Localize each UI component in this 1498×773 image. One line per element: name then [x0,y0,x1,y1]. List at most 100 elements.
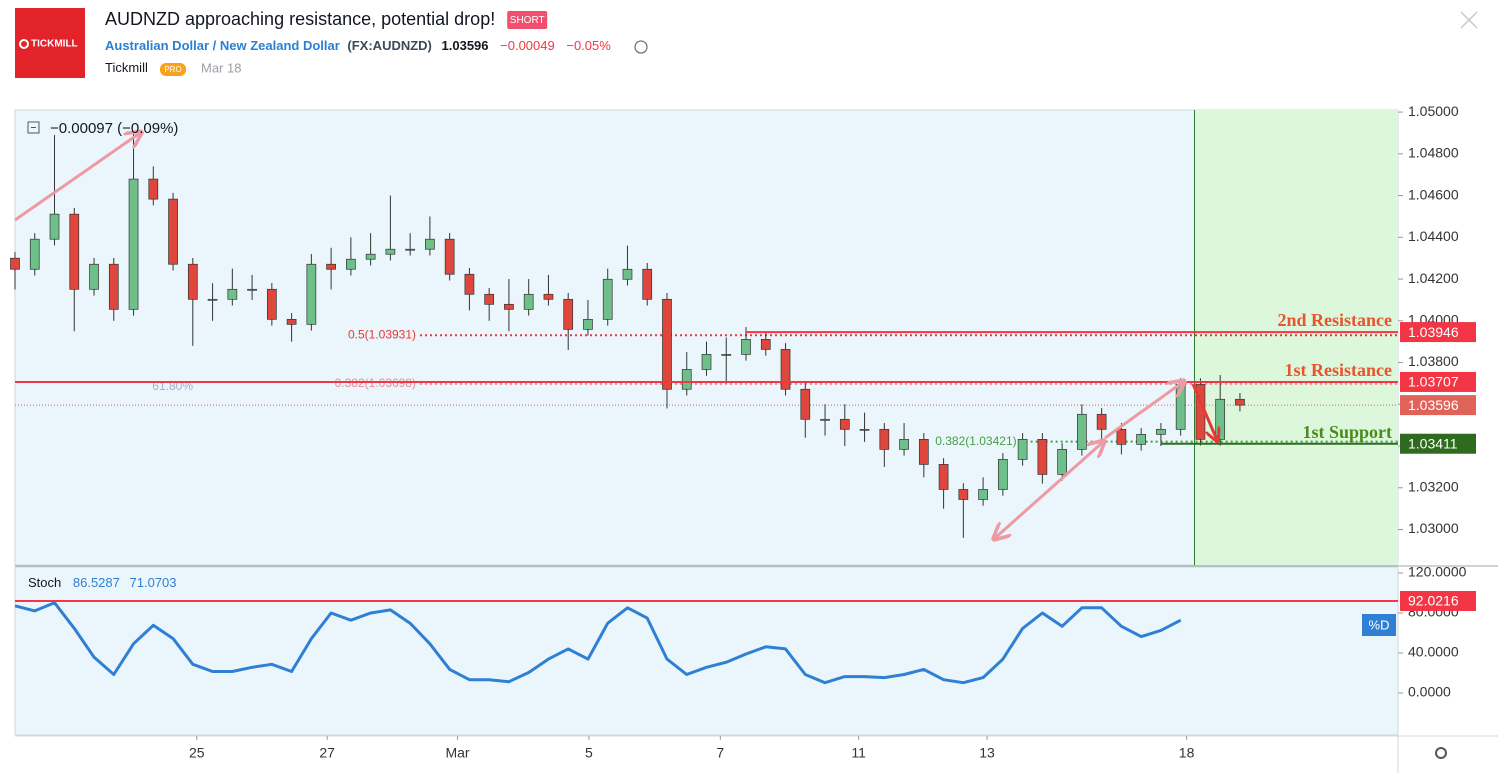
candle-body [701,354,712,370]
candle-body [523,293,534,310]
candle-body [405,248,415,251]
x-tick-label: 7 [716,745,724,761]
pro-badge [160,63,186,76]
x-tick-label: 13 [979,745,995,761]
candle-body [306,263,317,325]
candle-body [326,263,336,270]
series-badge-text: %D [1369,617,1390,632]
candle-body [1057,449,1067,475]
settings-icon[interactable] [1435,747,1447,759]
candle-body [899,439,909,450]
candle-body [108,263,119,310]
stoch-value: 71.0703 [130,575,177,590]
candle-body [800,388,811,420]
stoch-line [14,601,1182,685]
y-tick-label: 1.03800 [1408,353,1459,369]
post-date: Mar 18 [201,60,241,75]
candle-body [1235,398,1245,406]
candle-body [820,418,830,421]
candle-body [760,339,771,350]
candle-body [978,489,988,500]
plot: 1.050001.048001.046001.044001.042001.040… [10,103,1476,761]
y-tick-label: 1.04200 [1408,270,1459,286]
stoch-title: Stoch [28,575,61,590]
symbol: (FX:AUDNZD) [347,38,431,53]
tag-text: SHORT [510,15,545,26]
candle-body [958,489,969,500]
candle-body [365,253,376,260]
candle-body [1136,433,1147,445]
candle-body [681,369,692,390]
candle-body [207,298,218,301]
candle-body [385,248,396,255]
candle-body [444,238,455,275]
level-name: 1st Support [1302,422,1392,442]
candle-body [998,459,1008,490]
candle-body [425,238,435,250]
y-tick-label: 1.03000 [1408,520,1459,536]
series-badge [1362,614,1396,636]
candle-body [1017,439,1028,460]
candle-body [583,318,593,330]
level-name: 2nd Resistance [1277,310,1392,330]
tag-badge [507,11,548,29]
symbol-line: Australian Dollar / New Zealand Dollar (… [105,38,611,53]
candle-body [1096,413,1107,430]
candle-body [148,178,159,200]
level-badge [1400,590,1476,611]
candle-body [10,257,20,270]
level-name: 1st Resistance [1285,360,1392,380]
highlight-zone [1194,110,1398,565]
price-pane [14,109,1399,566]
pro-text: PRO [164,65,181,74]
y-tick-label: 1.05000 [1408,103,1459,119]
candle-body [247,288,257,291]
level-badge [1400,371,1476,392]
candle-body [484,293,495,305]
candle-body [1077,413,1087,450]
y-tick-label: 120.0000 [1408,564,1467,580]
y-tick-label: 1.04600 [1408,186,1459,202]
fib-label: 0.382(1.03421) [935,434,1016,448]
fib-label: 0.5(1.03931) [348,327,416,341]
last-price-badge [1400,395,1476,416]
candle-body [741,339,751,355]
collapse-icon[interactable] [27,121,40,134]
candle-body [721,354,732,356]
logo [15,8,85,78]
stoch-legend: Stoch 86.5287 71.0703 [28,575,177,590]
candle-body [29,238,40,270]
x-tick-label: Mar [445,745,469,761]
change-pct: −0.05% [566,38,611,53]
candle-body [464,273,475,295]
y-tick-label: 40.0000 [1408,644,1459,660]
level-badge-text: 1.03946 [1408,324,1459,340]
candle-body [1215,398,1226,440]
candle-body [346,258,356,270]
level-badge [1400,433,1476,454]
fib-label: 0.382(1.03698) [335,376,416,390]
author: Tickmill [105,60,148,75]
candle-body [622,268,633,280]
stoch-pane [14,566,1399,736]
trend-arrow [14,133,140,222]
candle-body [839,418,850,430]
close-button[interactable] [1460,11,1478,29]
candle-body [1156,428,1166,435]
candle-body [642,268,653,300]
candle-body [286,318,297,325]
stoch-value: 86.5287 [73,575,120,590]
logo-text: TICKMILL [31,39,78,50]
x-tick-label: 5 [585,745,593,761]
y-tick-label: 1.04800 [1408,145,1459,161]
candle-body [1116,428,1127,445]
candle-body [543,293,554,300]
change: −0.00049 [500,38,555,53]
candle-body [504,303,514,310]
trend-arrow [1104,382,1183,440]
alarm-icon[interactable] [634,40,648,54]
x-tick-label: 11 [851,745,866,761]
candle-body [128,178,139,310]
